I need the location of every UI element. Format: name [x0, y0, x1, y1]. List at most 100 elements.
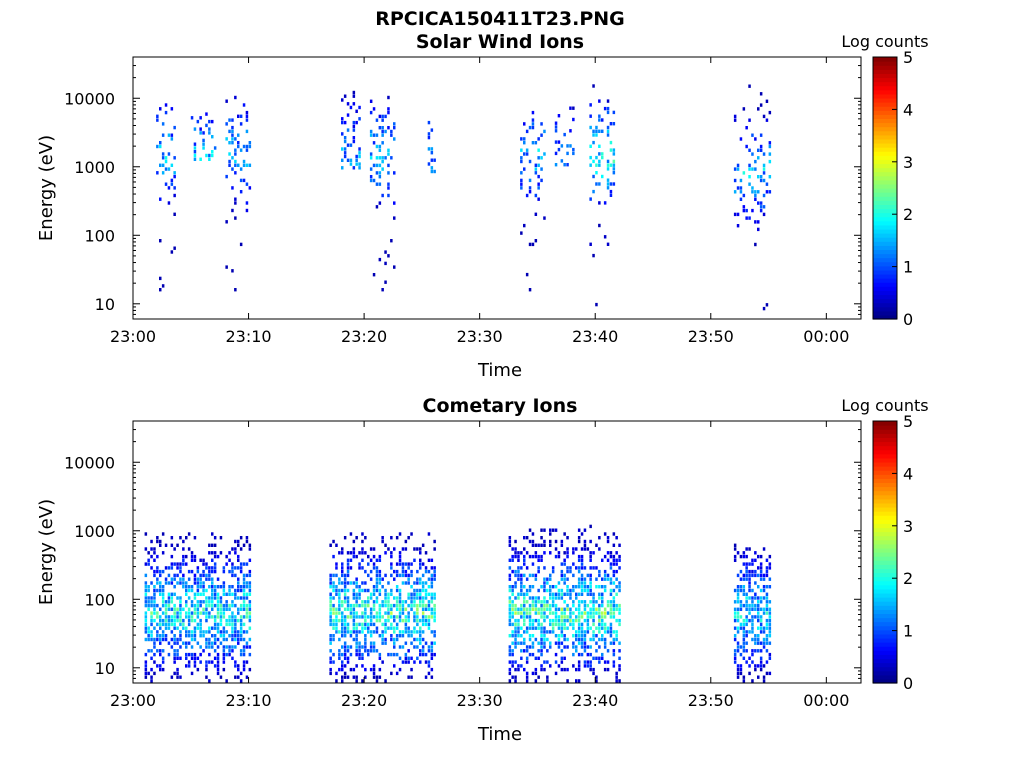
spectrogram-cell	[193, 127, 197, 131]
spectrogram-cell	[234, 645, 237, 649]
spectrogram-cell	[517, 566, 520, 570]
spectrogram-cell	[393, 603, 396, 608]
spectrogram-cell	[433, 641, 436, 645]
colorbar-segment	[873, 73, 897, 79]
spectrogram-cell	[416, 607, 419, 611]
spectrogram-cell	[554, 618, 558, 623]
spectrogram-cell	[430, 585, 434, 589]
spectrogram-cell	[577, 592, 581, 596]
spectrogram-cell	[592, 600, 595, 604]
spectrogram-cell	[343, 634, 347, 638]
spectrogram-cell	[358, 566, 361, 570]
spectrogram-cell	[349, 143, 353, 147]
spectrogram-cell	[228, 592, 231, 596]
spectrogram-cell	[237, 539, 240, 544]
spectrogram-cell	[208, 660, 211, 664]
spectrogram-cell	[234, 539, 237, 544]
spectrogram-cell	[592, 671, 595, 676]
spectrogram-cell	[378, 182, 382, 186]
spectrogram-cell	[765, 99, 769, 103]
spectrogram-cell	[523, 152, 526, 156]
spectrogram-cell	[234, 603, 237, 608]
spectrogram-cell	[520, 607, 523, 611]
spectrogram-cell	[759, 577, 763, 581]
spectrogram-cell	[193, 577, 197, 581]
spectrogram-cell	[592, 551, 595, 555]
spectrogram-cell	[762, 588, 766, 593]
spectrogram-cell	[523, 554, 526, 559]
spectrogram-cell	[144, 581, 148, 585]
spectrogram-cell	[606, 186, 610, 190]
spectrogram-cell	[575, 630, 578, 634]
spectrogram-cell	[349, 532, 353, 536]
spectrogram-cell	[398, 558, 402, 562]
spectrogram-cell	[364, 551, 367, 555]
colorbar-segment	[873, 678, 897, 684]
spectrogram-cell	[156, 171, 159, 175]
spectrogram-cell	[338, 618, 341, 623]
spectrogram-cell	[228, 551, 231, 555]
spectrogram-cell	[768, 618, 772, 623]
spectrogram-cell	[378, 588, 382, 593]
spectrogram-cell	[430, 166, 434, 170]
spectrogram-cell	[196, 603, 200, 608]
spectrogram-cell	[248, 141, 252, 145]
spectrogram-cell	[765, 626, 769, 630]
spectrogram-cell	[595, 679, 598, 683]
spectrogram-cell	[150, 615, 153, 619]
spectrogram-cell	[768, 600, 772, 604]
spectrogram-cell	[393, 265, 396, 269]
spectrogram-cell	[170, 543, 174, 547]
spectrogram-cell	[231, 137, 234, 141]
spectrogram-cell	[208, 596, 211, 600]
spectrogram-cell	[170, 163, 174, 167]
spectrogram-cell	[733, 656, 737, 660]
spectrogram-cell	[595, 600, 598, 604]
spectrogram-cell	[387, 581, 390, 585]
spectrogram-cell	[757, 220, 760, 224]
spectrogram-cell	[395, 637, 399, 642]
spectrogram-cell	[748, 671, 751, 676]
spectrogram-cell	[245, 573, 249, 578]
spectrogram-cell	[508, 585, 512, 589]
spectrogram-cell	[606, 182, 610, 186]
spectrogram-cell	[398, 562, 402, 566]
spectrogram-cell	[416, 630, 419, 634]
spectrogram-cell	[231, 569, 234, 574]
colorbar-segment	[873, 527, 897, 533]
spectrogram-cell	[159, 649, 162, 653]
colorbar-segment	[873, 494, 897, 500]
spectrogram-cell	[239, 566, 243, 570]
spectrogram-cell	[580, 600, 584, 604]
spectrogram-cell	[748, 603, 751, 608]
spectrogram-cell	[338, 581, 341, 585]
spectrogram-cell	[563, 551, 566, 555]
spectrogram-cell	[387, 171, 390, 175]
spectrogram-cell	[575, 679, 578, 683]
spectrogram-cell	[352, 637, 356, 642]
spectrogram-cell	[231, 603, 234, 608]
spectrogram-cell	[419, 618, 422, 623]
spectrogram-cell	[343, 588, 347, 593]
spectrogram-cell	[433, 652, 436, 657]
spectrogram-cell	[537, 148, 540, 152]
spectrogram-cell	[190, 645, 194, 649]
colorbar-segment	[873, 134, 897, 140]
spectrogram-cell	[609, 588, 613, 593]
spectrogram-cell	[413, 660, 416, 664]
spectrogram-cell	[205, 573, 208, 578]
spectrogram-cell	[759, 596, 763, 600]
spectrogram-cell	[355, 675, 358, 679]
spectrogram-cell	[237, 675, 240, 679]
spectrogram-cell	[554, 163, 558, 167]
colorbar-segment	[873, 147, 897, 152]
spectrogram-cell	[343, 147, 347, 151]
spectrogram-cell	[525, 615, 529, 619]
x-axis-label: Time	[477, 724, 522, 745]
spectrogram-cell	[205, 664, 208, 668]
spectrogram-cell	[156, 611, 159, 615]
spectrogram-cell	[372, 664, 376, 668]
spectrogram-cell	[202, 142, 205, 146]
spectrogram-cell	[193, 634, 197, 638]
spectrogram-cell	[381, 577, 384, 581]
